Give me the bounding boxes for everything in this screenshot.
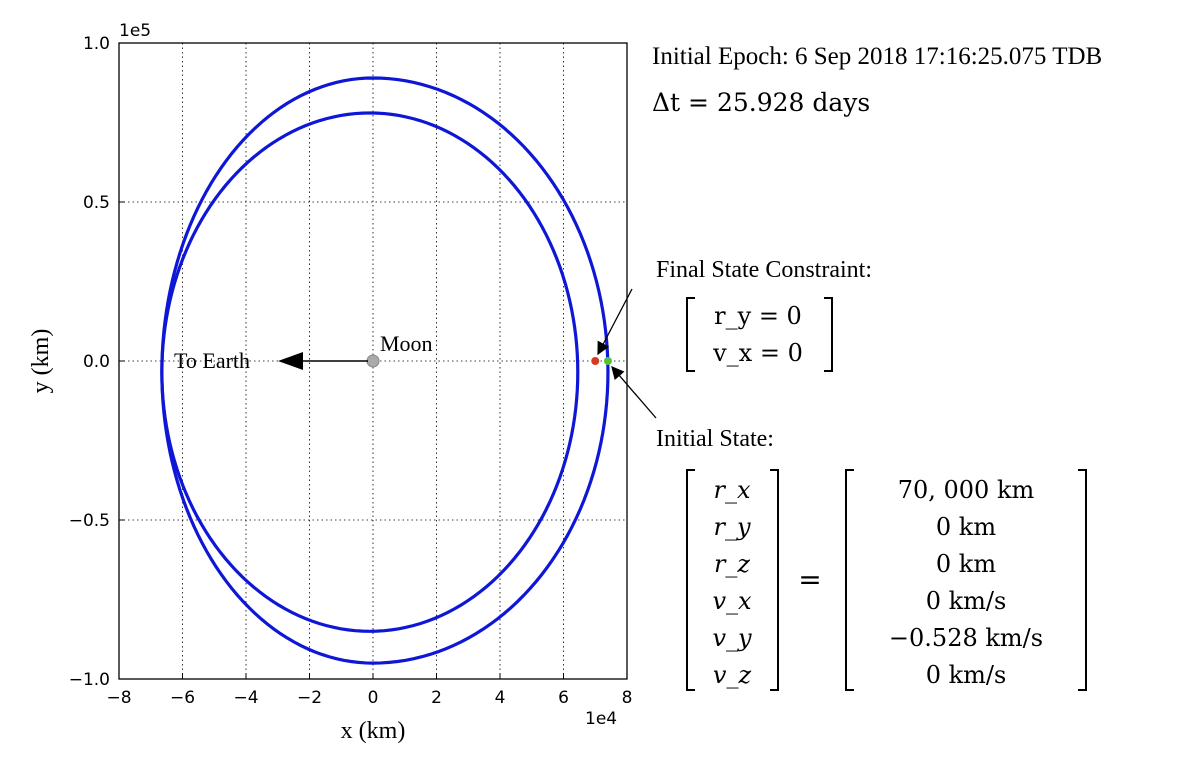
initial-state-symbol: v_x (712, 587, 752, 615)
initial-state-symbol: v_y (712, 624, 752, 652)
initial-state-value: 70, 000 km (898, 476, 1035, 504)
initial-state-point (603, 357, 612, 365)
y-tick-label: −0.5 (69, 511, 110, 531)
initial-state-equals: = (798, 563, 821, 596)
initial-state-value: 0 km/s (926, 587, 1007, 615)
final-constraint-row: r_y = 0 (714, 302, 802, 330)
initial-state-matrix: = r_x r_y r_z v_x v_y v_z 70, 000 km 0 km 0 km 0… (686, 469, 1087, 691)
y-tick-label: 0.0 (83, 352, 110, 372)
initial-state-value: 0 km/s (926, 661, 1007, 689)
moon-label: Moon (380, 331, 433, 356)
initial-state-arrow (611, 366, 657, 419)
final-constraint-arrow (597, 288, 633, 356)
initial-state-value: −0.528 km/s (889, 624, 1043, 652)
trajectory-inner-loop (160, 111, 580, 633)
final-constraint-title: Final State Constraint: (656, 257, 872, 283)
initial-state-symbol: r_z (714, 550, 750, 578)
initial-state-symbol: r_x (713, 476, 750, 504)
y-axis-label: y (km) (28, 329, 54, 394)
y-tick-label: 1.0 (83, 34, 110, 54)
axis-ticks: −8 −6 −4 −2 0 2 4 6 8 −1.0 −0.5 0.0 0.5 1.0 (69, 34, 633, 708)
moon-marker (366, 354, 380, 368)
x-tick-label: 4 (495, 688, 506, 708)
final-constraint-matrix: r_y = 0 v_x = 0 (686, 297, 833, 372)
dt-text: Δt = 25.928 days (652, 88, 870, 117)
y-scale-label: 1e5 (119, 21, 151, 41)
x-tick-label: 2 (431, 688, 442, 708)
initial-state-value: 0 km (936, 513, 996, 541)
to-earth-arrowhead-icon (278, 352, 303, 370)
x-scale-label: 1e4 (585, 709, 617, 729)
epoch-text: Initial Epoch: 6 Sep 2018 17:16:25.075 T… (652, 43, 1102, 70)
initial-state-value: 0 km (936, 550, 996, 578)
x-tick-label: −6 (170, 688, 195, 708)
x-tick-label: −2 (297, 688, 322, 708)
final-constraint-row: v_x = 0 (712, 339, 803, 367)
x-tick-label: 8 (622, 688, 633, 708)
final-state-point (591, 357, 600, 365)
x-tick-label: 6 (558, 688, 569, 708)
initial-state-symbol: r_y (713, 513, 750, 541)
initial-state-symbol: v_z (713, 661, 752, 689)
y-tick-label: −1.0 (69, 670, 110, 690)
x-tick-label: −8 (106, 688, 131, 708)
x-tick-label: 0 (368, 688, 379, 708)
initial-state-title: Initial State: (656, 426, 774, 452)
to-earth-label: To Earth (174, 348, 250, 373)
x-tick-label: −4 (233, 688, 258, 708)
y-tick-label: 0.5 (83, 193, 110, 213)
x-axis-label: x (km) (341, 718, 406, 744)
